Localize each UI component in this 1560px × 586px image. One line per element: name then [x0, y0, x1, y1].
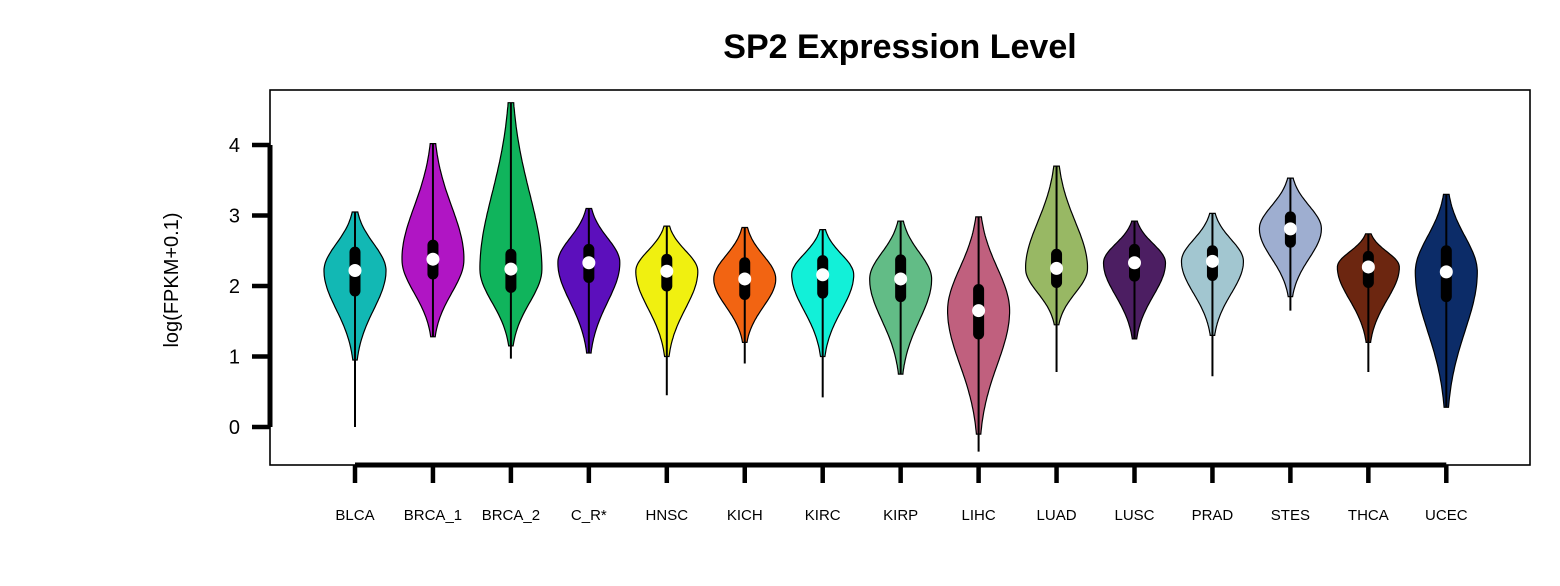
x-tick-label: BLCA: [335, 507, 374, 524]
x-tick-label: C_R*: [571, 507, 607, 524]
median-point: [426, 252, 440, 266]
violin-STES: [1258, 177, 1323, 311]
violin-PRAD: [1180, 212, 1244, 377]
median-point: [660, 264, 674, 278]
x-tick-label: KIRC: [805, 507, 841, 524]
median-point: [1361, 260, 1375, 274]
x-tick-label: KIRP: [883, 507, 918, 524]
median-point: [504, 262, 518, 276]
violin-HNSC: [635, 225, 699, 396]
x-tick-label: BRCA_1: [404, 507, 462, 524]
violin-KIRC: [791, 229, 855, 398]
chart-title: SP2 Expression Level: [723, 28, 1076, 66]
y-axis: 0 1 2 3 4: [229, 135, 273, 439]
x-tick-label: THCA: [1348, 507, 1389, 524]
violin-KICH: [713, 226, 777, 364]
violin-LIHC: [947, 216, 1011, 452]
x-tick-label: KICH: [727, 507, 763, 524]
violin-UCEC: [1414, 193, 1478, 408]
violin-C_R*: [557, 207, 621, 354]
violin-BRCA_2: [479, 102, 543, 359]
median-point: [816, 268, 830, 282]
y-tick-label: 1: [229, 347, 240, 369]
y-tick-label: 0: [229, 417, 240, 439]
violin-LUAD: [1025, 165, 1089, 373]
median-point: [1128, 256, 1141, 270]
median-point: [972, 304, 986, 318]
violin-BLCA: [323, 211, 387, 427]
y-tick-label: 3: [229, 206, 240, 228]
violin-THCA: [1336, 233, 1400, 373]
x-tick-label: HNSC: [646, 507, 689, 524]
x-tick-label: BRCA_2: [482, 507, 540, 524]
median-point: [1205, 254, 1219, 268]
median-point: [738, 272, 752, 286]
y-tick-label: 2: [229, 276, 240, 298]
median-point: [582, 256, 596, 270]
median-point: [1439, 265, 1453, 279]
x-axis: BLCA BRCA_1 BRCA_2 C_R* HNSC KICH KIRC KIRP LIHC…: [335, 462, 1468, 524]
violin-KIRP: [869, 220, 933, 375]
y-tick-label: 4: [229, 135, 240, 157]
x-tick-label: STES: [1271, 507, 1310, 524]
median-point: [1283, 222, 1297, 236]
violins: [323, 102, 1478, 452]
median-point: [348, 263, 362, 277]
violin-BRCA_1: [401, 143, 465, 338]
x-tick-label: UCEC: [1425, 507, 1468, 524]
x-tick-label: LUAD: [1037, 507, 1077, 524]
x-tick-label: PRAD: [1192, 507, 1234, 524]
violin-LUSC: [1102, 220, 1167, 340]
y-axis-label: log(FPKM+0.1): [161, 212, 183, 347]
median-point: [894, 272, 908, 286]
x-tick-label: LIHC: [962, 507, 996, 524]
median-point: [1050, 261, 1064, 275]
x-tick-label: LUSC: [1114, 507, 1154, 524]
